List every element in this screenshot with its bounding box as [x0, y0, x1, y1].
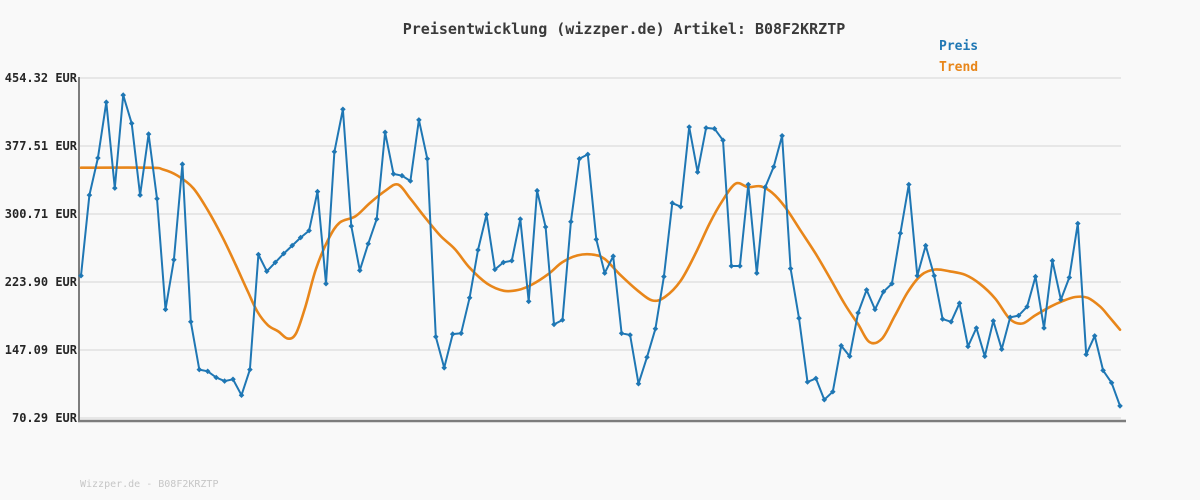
- legend: Preis Trend: [939, 40, 978, 75]
- y-axis-tick-label: 300.71 EUR: [4, 207, 77, 221]
- legend-item-trend: Trend: [939, 60, 979, 75]
- y-axis-tick-label: 147.09 EUR: [4, 343, 77, 357]
- price-line: [80, 94, 1121, 407]
- chart-title: Preisentwicklung (wizzper.de) Artikel: B…: [402, 20, 846, 38]
- y-axis-tick-label: 223.90 EUR: [4, 275, 77, 289]
- watermark-text: Wizzper.de - B08F2KRZTP: [80, 479, 219, 490]
- price-markers: [78, 92, 1123, 409]
- trend-line: [79, 166, 1122, 345]
- y-axis-tick-label: 70.29 EUR: [11, 411, 77, 425]
- y-axis-tick-label: 454.32 EUR: [4, 71, 77, 85]
- legend-item-preis: Preis: [939, 39, 979, 54]
- y-axis-tick-label: 377.51 EUR: [4, 139, 77, 153]
